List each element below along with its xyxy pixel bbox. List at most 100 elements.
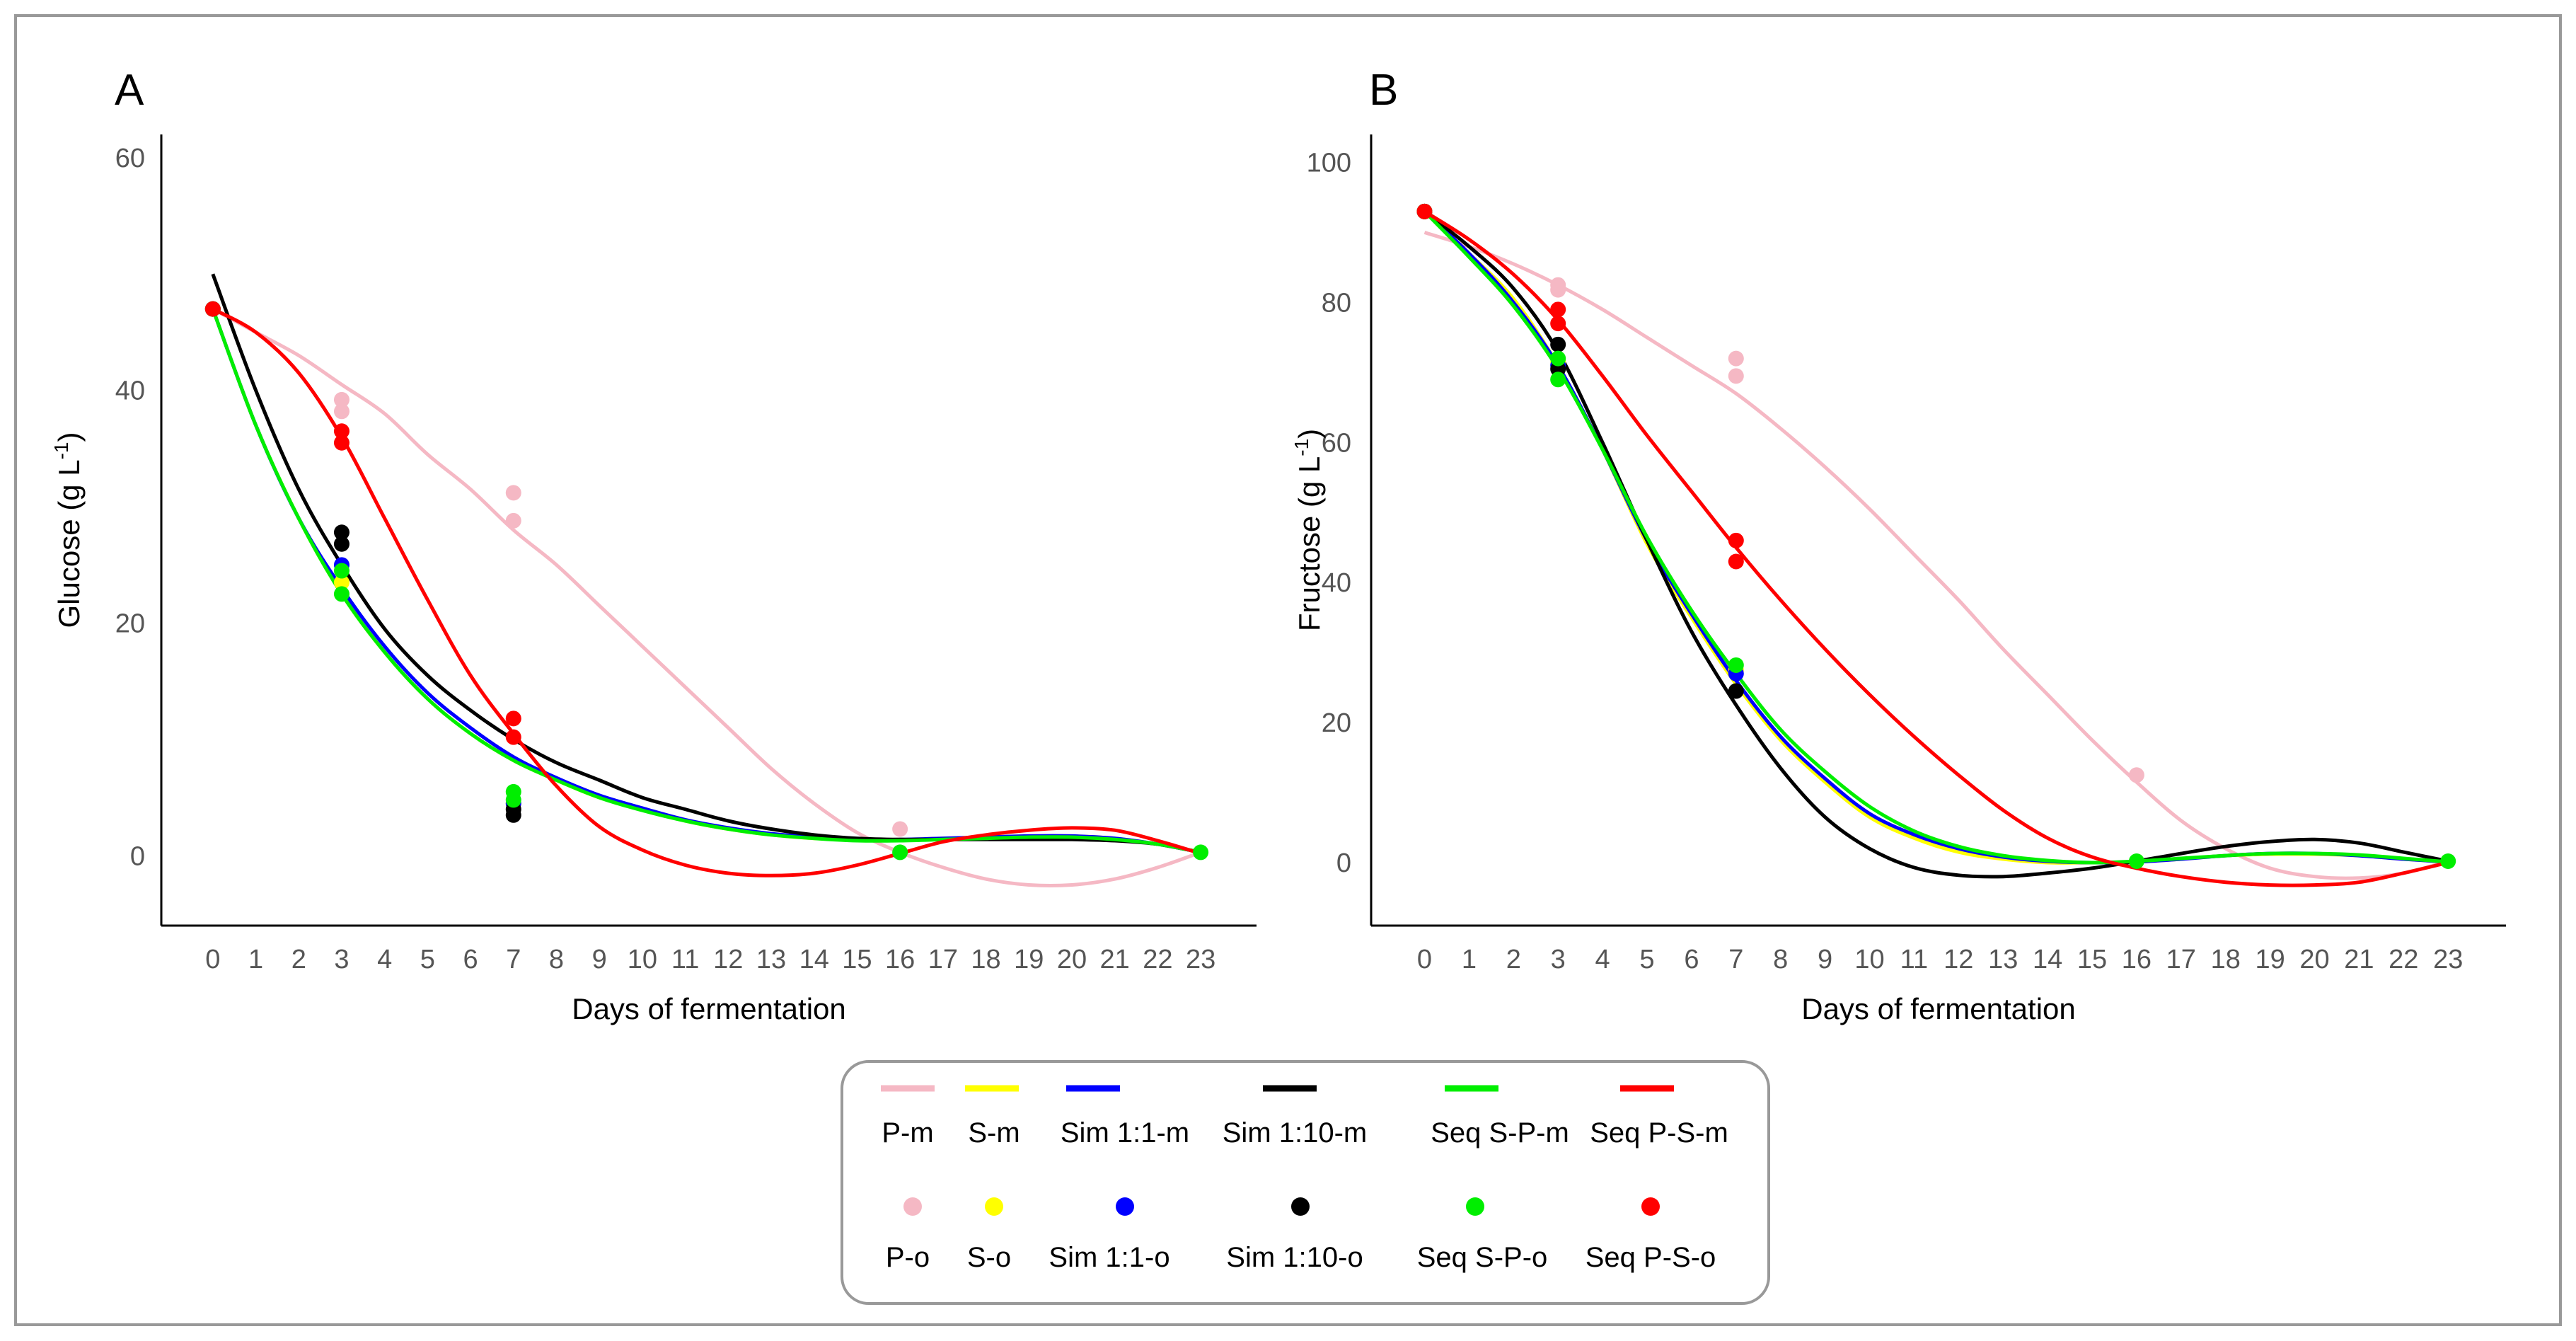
panel-a-point-s-o bbox=[333, 574, 350, 590]
panel-b-x-tick-label: 3 bbox=[1551, 945, 1566, 974]
panel-b-point-sim-1-10-o bbox=[1550, 336, 1566, 352]
panel-b-point-seq-s-p-o bbox=[1550, 372, 1566, 388]
panel-a-point-seq-p-s-o bbox=[505, 729, 521, 745]
legend-label: S-m bbox=[968, 1117, 1020, 1149]
legend: P-m S-m Sim 1:1-m Sim 1:10-m Seq S-P-m Seq P-… bbox=[841, 1060, 1770, 1305]
panel-b-y-tick-label: 100 bbox=[1307, 149, 1351, 178]
panel-a-x-tick-label: 8 bbox=[549, 945, 564, 974]
panel-b-point-seq-s-p-o bbox=[2128, 853, 2144, 869]
panel-b-x-tick-label: 12 bbox=[1943, 945, 1973, 974]
panel-a-x-tick-label: 5 bbox=[420, 945, 435, 974]
panel-b-x-tick-label: 6 bbox=[1684, 945, 1699, 974]
panel-b-x-tick-label: 16 bbox=[2122, 945, 2152, 974]
panel-b-x-tick-label: 5 bbox=[1639, 945, 1654, 974]
panel-a-line-seq-p-s-m bbox=[212, 307, 1201, 877]
panel-b-x-tick-label: 22 bbox=[2389, 945, 2418, 974]
panel-b-line-seq-p-s-m bbox=[1423, 209, 2449, 887]
legend-label: Seq P-S-m bbox=[1590, 1117, 1728, 1149]
panel-a-x-tick-label: 23 bbox=[1186, 945, 1215, 974]
panel-a-x-tick-label: 0 bbox=[205, 945, 220, 974]
legend-label: P-m bbox=[882, 1117, 933, 1149]
panel-b-y-tick-label: 60 bbox=[1322, 428, 1351, 458]
panel-a-x-tick-label: 4 bbox=[377, 945, 392, 974]
panel-a-x-tick-label: 13 bbox=[756, 945, 786, 974]
panel-a-point-sim-1-10-o bbox=[333, 524, 350, 541]
panel-b-x-tick-label: 4 bbox=[1595, 945, 1610, 974]
panel-a-point-sim-1-10-o bbox=[333, 536, 350, 552]
panel-a-point-p-o bbox=[505, 512, 521, 529]
panel-a-x-tick-label: 20 bbox=[1057, 945, 1087, 974]
legend-point-p-o bbox=[903, 1197, 922, 1216]
legend-label: S-o bbox=[967, 1242, 1011, 1273]
legend-box bbox=[841, 1060, 1770, 1305]
panel-a-x-tick-label: 10 bbox=[628, 945, 657, 974]
panel-b-point-p-o bbox=[1550, 282, 1566, 298]
legend-label: P-o bbox=[886, 1242, 930, 1273]
panel-a-point-seq-p-s-o bbox=[204, 301, 221, 317]
panel-a-point-seq-s-p-o bbox=[892, 844, 908, 861]
panel-a-point-seq-s-p-o bbox=[505, 792, 521, 808]
panel-b-x-tick-label: 21 bbox=[2344, 945, 2374, 974]
panel-b-x-axis-title: Days of fermentation bbox=[1801, 992, 2076, 1025]
panel-b-x-tick-label: 19 bbox=[2255, 945, 2285, 974]
panel-b-x-tick-label: 0 bbox=[1417, 945, 1432, 974]
panel-b-x-tick-label: 1 bbox=[1462, 945, 1477, 974]
panel-a-point-sim-1-10-o bbox=[505, 807, 521, 823]
panel-a-point-seq-p-s-o bbox=[505, 710, 521, 727]
legend-point-s-o bbox=[985, 1197, 1003, 1216]
panel-a-y-tick-label: 60 bbox=[115, 144, 145, 173]
panel-a-line-p-m bbox=[212, 307, 1201, 887]
panel-a-point-p-o bbox=[505, 485, 521, 501]
panel-a-point-seq-p-s-o bbox=[333, 423, 350, 439]
panel-a-x-tick-label: 2 bbox=[291, 945, 306, 974]
panel-b-x-tick-label: 18 bbox=[2211, 945, 2241, 974]
panel-b-point-seq-p-s-o bbox=[1728, 553, 1744, 570]
panel-b-x-tick-label: 14 bbox=[2033, 945, 2062, 974]
panel-b-point-p-o bbox=[1728, 350, 1744, 367]
legend-label: Sim 1:10-o bbox=[1226, 1242, 1363, 1273]
panel-a-x-tick-label: 1 bbox=[248, 945, 263, 974]
panel-a-x-tick-label: 22 bbox=[1143, 945, 1172, 974]
panel-b-x-tick-label: 11 bbox=[1900, 945, 1928, 974]
panel-b-line-sim-1-10-m bbox=[1423, 209, 2449, 879]
legend-label: Seq S-P-o bbox=[1417, 1242, 1548, 1273]
panel-b-point-seq-s-p-o bbox=[2440, 853, 2456, 869]
panel-b-line-p-m bbox=[1423, 231, 2449, 880]
panel-b-point-seq-s-p-o bbox=[1550, 350, 1566, 367]
panel-a-y-tick-label: 0 bbox=[130, 841, 145, 871]
panel-b-x-tick-label: 8 bbox=[1773, 945, 1788, 974]
panel-b-point-p-o bbox=[1728, 368, 1744, 384]
legend-point-seq-p-s-o bbox=[1641, 1197, 1660, 1216]
legend-point-sim-1-10-o bbox=[1291, 1197, 1310, 1216]
panel-a-y-tick-label: 40 bbox=[115, 376, 145, 406]
panel-a-y-axis-title: Glucose (g L-1) bbox=[50, 432, 86, 628]
panel-b-x-tick-label: 23 bbox=[2433, 945, 2463, 974]
panel-a-point-p-o bbox=[333, 391, 350, 408]
panel-b-x-tick-label: 15 bbox=[2077, 945, 2107, 974]
panel-b-y-tick-label: 80 bbox=[1322, 288, 1351, 318]
panel-a-point-seq-s-p-o bbox=[333, 563, 350, 579]
panel-b-line-seq-s-p-m bbox=[1423, 210, 2449, 865]
legend-label: Sim 1:1-m bbox=[1061, 1117, 1189, 1149]
panel-a-y-tick-label: 20 bbox=[115, 609, 145, 639]
legend-label: Sim 1:10-m bbox=[1223, 1117, 1368, 1149]
panel-b-x-tick-label: 10 bbox=[1854, 945, 1884, 974]
panel-b-y-tick-label: 20 bbox=[1322, 708, 1351, 738]
panel-b-y-tick-label: 0 bbox=[1336, 848, 1351, 878]
panel-b-point-sim-1-10-o bbox=[1728, 683, 1744, 699]
panel-b-y-tick-label: 40 bbox=[1322, 568, 1351, 598]
panel-b-point-seq-s-p-o bbox=[1728, 657, 1744, 673]
panel-b-point-p-o bbox=[2128, 767, 2144, 783]
legend-label: Seq S-P-m bbox=[1431, 1117, 1569, 1149]
panel-a-point-p-o bbox=[892, 821, 908, 837]
panel-b-point-seq-p-s-o bbox=[1550, 316, 1566, 332]
panel-a-x-tick-label: 9 bbox=[592, 945, 607, 974]
legend-label: Sim 1:1-o bbox=[1049, 1242, 1169, 1273]
panel-a-x-tick-label: 6 bbox=[463, 945, 478, 974]
panel-a-x-tick-label: 14 bbox=[799, 945, 829, 974]
panel-a-x-tick-label: 16 bbox=[885, 945, 915, 974]
legend-point-sim-1-1-o bbox=[1116, 1197, 1134, 1216]
